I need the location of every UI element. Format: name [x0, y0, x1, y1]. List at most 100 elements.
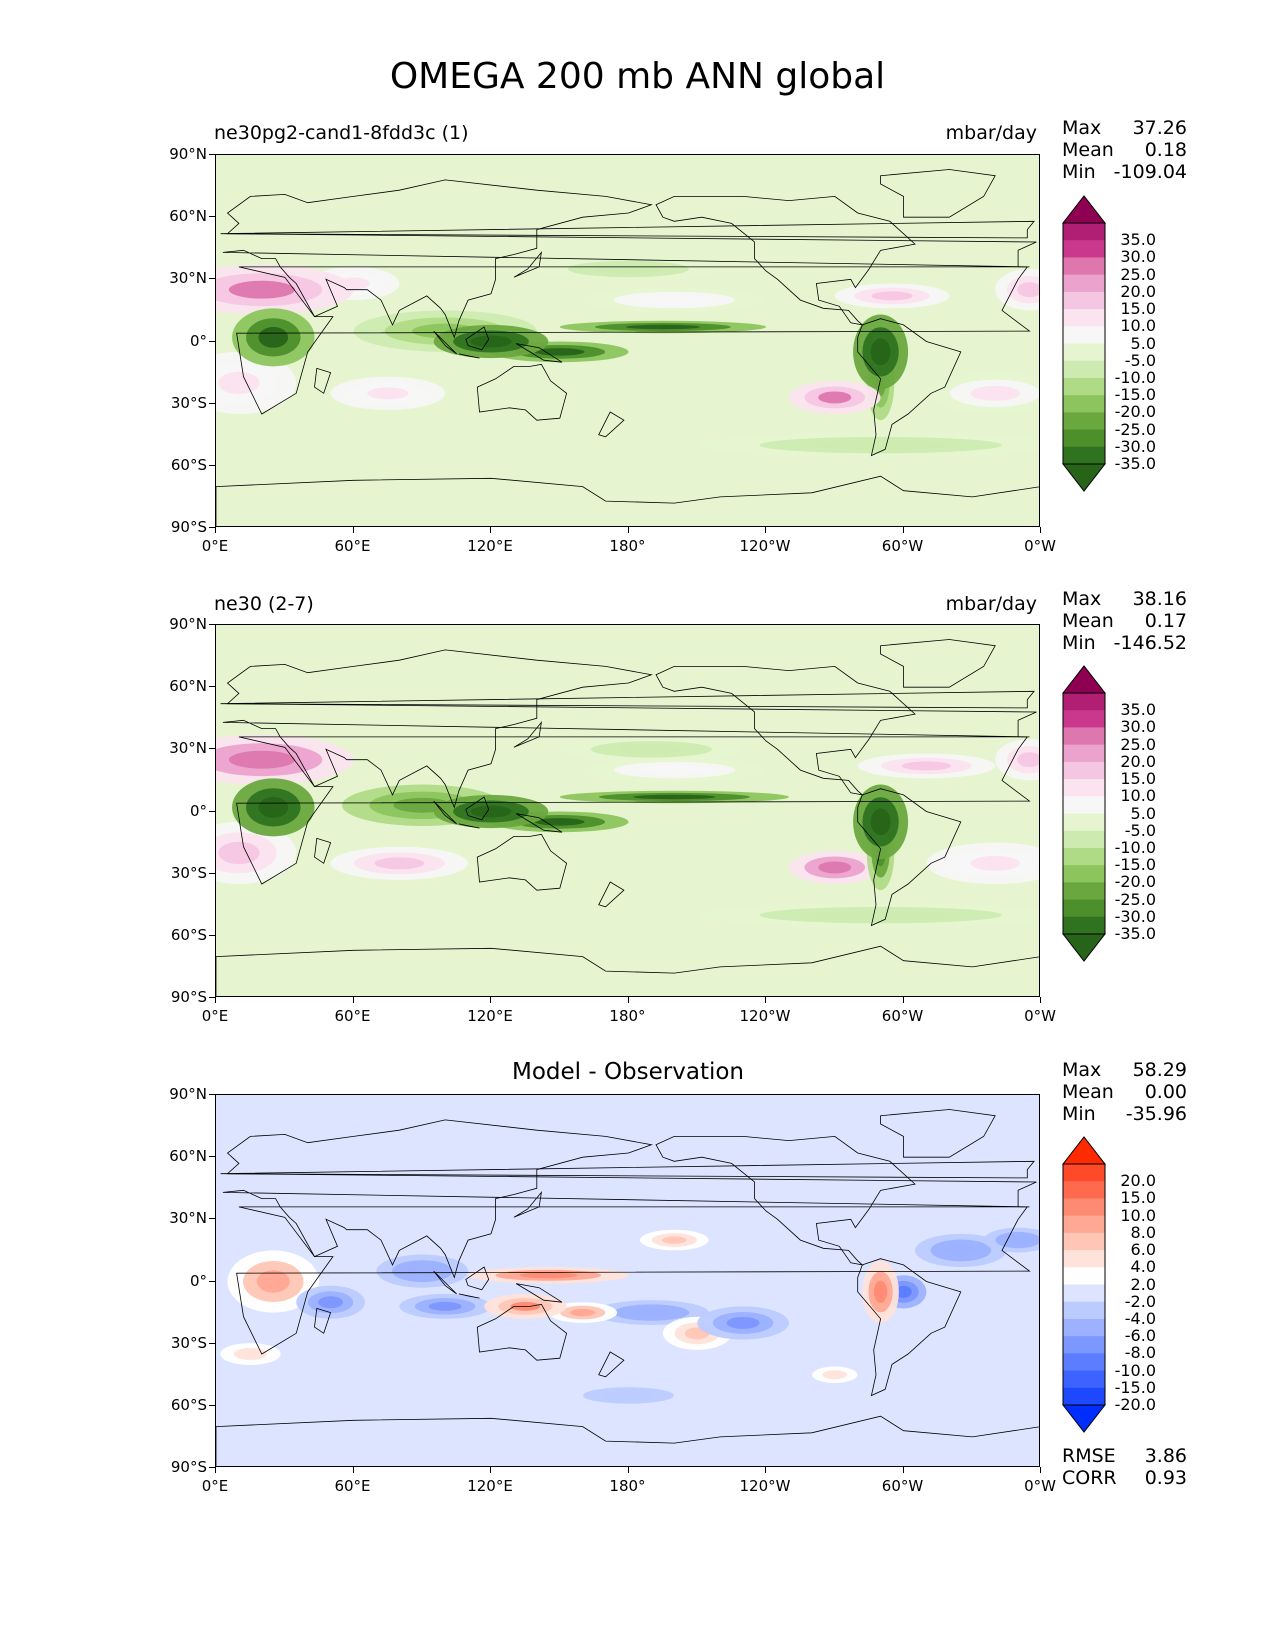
contour-region: [895, 1285, 912, 1298]
panel-2-units: mbar/day: [945, 593, 1037, 615]
coastline: [314, 367, 332, 394]
contour-region: [814, 440, 947, 450]
colorbar-extend-max: [1061, 195, 1107, 224]
lon-tick-mark: [490, 997, 491, 1003]
corr-label: CORR: [1062, 1467, 1117, 1489]
colorbar-segment: [1063, 899, 1105, 918]
lat-tick-mark: [209, 997, 215, 998]
colorbar-tick-label: 25.0: [1120, 264, 1156, 284]
lat-tick-mark: [209, 1218, 215, 1220]
coastline: [216, 945, 1039, 996]
lat-tick-label: 90°N: [169, 145, 207, 163]
colorbar-segment: [1063, 847, 1105, 866]
panel-1-title: ne30pg2-cand1-8fdd3c (1): [214, 122, 469, 144]
contour-region: [625, 324, 700, 330]
contour-region: [218, 841, 260, 865]
contour-region: [871, 291, 913, 301]
panel-2-title: ne30 (2-7): [214, 593, 314, 615]
coastline: [598, 411, 625, 438]
contour-region: [535, 348, 585, 356]
colorbar-tick-label: -20.0: [1114, 402, 1156, 422]
lon-tick-label: 0°E: [201, 1007, 229, 1025]
colorbar-segment: [1063, 412, 1105, 431]
colorbar-segment: [1063, 395, 1105, 413]
colorbar-tick-label: -15.0: [1114, 1377, 1156, 1397]
coastline: [513, 251, 543, 278]
coastline: [314, 1307, 332, 1334]
coastline: [515, 813, 563, 833]
colorbar-tick-label: 20.0: [1120, 751, 1156, 771]
colorbar-tick-label: -8.0: [1124, 1343, 1156, 1363]
lat-tick-label: 30°S: [170, 863, 207, 882]
colorbar-segment: [1063, 796, 1105, 814]
lon-tick-mark: [765, 997, 766, 1003]
colorbar-tick-label: -25.0: [1114, 889, 1156, 909]
colorbar-segment: [1063, 1370, 1105, 1389]
panel-1-map: [215, 154, 1040, 527]
lat-tick-label: 60°S: [170, 1395, 207, 1414]
contour-region: [1005, 1235, 1031, 1245]
lon-tick-mark: [902, 527, 904, 533]
colorbar-segment: [1063, 1198, 1105, 1217]
lon-tick-label: 0°E: [201, 537, 229, 555]
lat-tick-label: 0°: [189, 1271, 207, 1290]
colorbar-frame: [1062, 222, 1106, 465]
colorbar-tick-label: -30.0: [1114, 436, 1156, 456]
colorbar-tick-label: 6.0: [1130, 1240, 1156, 1260]
lat-tick-label: 90°N: [169, 1085, 207, 1103]
contour-region: [228, 750, 295, 769]
coastline: [458, 353, 480, 359]
colorbar-tick-label: -10.0: [1114, 837, 1156, 857]
coastline: [236, 736, 1031, 885]
lat-tick-mark: [209, 1467, 215, 1468]
lat-tick-mark: [209, 748, 215, 750]
coastline: [222, 649, 1037, 809]
lat-tick-label: 30°S: [170, 1333, 207, 1352]
colorbar-tick-label: 10.0: [1120, 316, 1156, 336]
lat-tick-label: 30°S: [170, 393, 207, 412]
lat-tick-mark: [209, 1280, 215, 1282]
coastline: [598, 1351, 625, 1378]
lon-tick-label: 120°E: [467, 1007, 513, 1025]
lat-tick-mark: [209, 216, 215, 218]
contour-region: [970, 385, 1020, 401]
lon-tick-label: 120°E: [467, 537, 513, 555]
colorbar-segment: [1063, 1284, 1105, 1303]
coastline: [433, 800, 457, 825]
panel-2-max-label: Max: [1062, 588, 1102, 610]
colorbar-segment: [1063, 446, 1105, 465]
lon-tick-mark: [765, 1467, 766, 1473]
colorbar-segment: [1063, 257, 1105, 276]
lat-tick-mark: [209, 1404, 215, 1406]
panel-2-min-label: Min: [1062, 632, 1096, 654]
contour-region: [570, 1308, 596, 1317]
lon-tick-label: 120°W: [739, 537, 791, 555]
lon-tick-mark: [490, 527, 491, 533]
panel-3-mean-label: Mean: [1062, 1081, 1114, 1103]
coastline: [880, 169, 996, 218]
colorbar-segment: [1063, 291, 1105, 310]
contour-region: [870, 808, 891, 836]
coastline: [314, 837, 332, 864]
coastline: [655, 195, 916, 326]
contour-region: [1017, 282, 1039, 298]
panel-1-min-label: Min: [1062, 161, 1096, 183]
lat-tick-label: 60°N: [169, 1147, 207, 1166]
coastline: [598, 881, 625, 908]
lat-tick-label: 0°: [189, 801, 207, 820]
coastline: [515, 1283, 563, 1303]
colorbar-segment: [1063, 326, 1105, 344]
colorbar-segment: [1063, 1387, 1105, 1406]
contour-region: [814, 910, 947, 920]
colorbar-segment: [1063, 240, 1105, 258]
lat-tick-label: 90°S: [170, 1458, 207, 1476]
contour-region: [818, 861, 852, 874]
contour-region: [595, 264, 662, 274]
lat-tick-mark: [209, 340, 215, 342]
panel-3-min-value: -35.96: [1125, 1103, 1187, 1125]
contour-region: [970, 855, 1020, 871]
panel-1-max-value: 37.26: [1132, 117, 1187, 139]
panel-3-mean-value: 0.00: [1144, 1081, 1187, 1103]
lon-tick-label: 0°E: [201, 1477, 229, 1495]
colorbar-segment: [1063, 779, 1105, 797]
